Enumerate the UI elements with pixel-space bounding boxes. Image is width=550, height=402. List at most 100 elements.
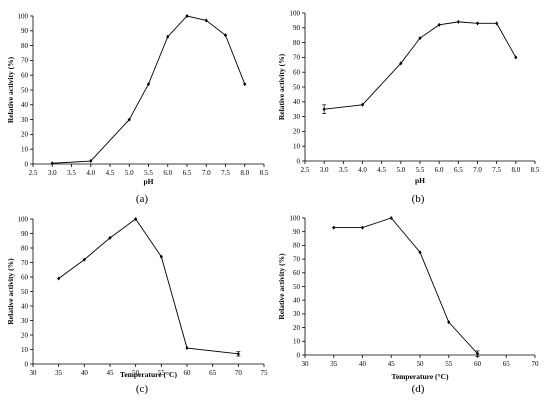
y-tick-label: 70 bbox=[21, 259, 29, 267]
y-tick-label: 40 bbox=[21, 101, 29, 109]
data-point-marker bbox=[159, 254, 163, 259]
y-tick-label: 20 bbox=[21, 331, 29, 339]
y-tick-label: 20 bbox=[293, 324, 301, 332]
data-point-marker bbox=[57, 276, 61, 281]
data-point-marker bbox=[127, 117, 131, 122]
y-tick-label: 80 bbox=[21, 244, 29, 252]
x-tick-label: 45 bbox=[107, 369, 115, 377]
chart-panel-1: 0 10 20 30 40 50 60 70 80 90 100 2.5 3.0 3.5 4.0 4.5 5.0… bbox=[6, 12, 269, 205]
data-point-marker bbox=[322, 107, 326, 112]
data-point-marker bbox=[418, 36, 422, 41]
x-tick-label: 8.0 bbox=[240, 169, 249, 177]
x-axis-title: pH bbox=[415, 176, 425, 185]
x-tick-label: 6.0 bbox=[435, 166, 444, 174]
x-tick-label: 6.5 bbox=[183, 169, 192, 177]
x-tick-label: 50 bbox=[417, 360, 425, 368]
y-tick-label: 10 bbox=[21, 146, 29, 154]
data-point-marker bbox=[447, 320, 451, 325]
y-tick-label: 90 bbox=[21, 230, 29, 238]
x-tick-label: 5.5 bbox=[144, 169, 153, 177]
y-tick-label: 60 bbox=[21, 72, 29, 80]
y-tick-label: 80 bbox=[293, 39, 301, 47]
y-tick-label: 60 bbox=[21, 273, 29, 281]
data-point-marker bbox=[50, 161, 54, 166]
x-tick-label: 7.0 bbox=[202, 169, 211, 177]
x-tick-label: 6.5 bbox=[454, 166, 463, 174]
x-tick-label: 5.5 bbox=[416, 166, 425, 174]
series-line bbox=[333, 217, 478, 354]
y-axis-title: Relative activity (%) bbox=[277, 253, 286, 320]
y-tick-label: 0 bbox=[25, 160, 29, 168]
x-tick-label: 7.5 bbox=[492, 166, 501, 174]
x-tick-label: 45 bbox=[388, 360, 396, 368]
y-tick-label: 80 bbox=[21, 42, 29, 50]
panel-label: (b) bbox=[412, 193, 425, 205]
x-tick-label: 65 bbox=[209, 369, 217, 377]
y-tick-label: 70 bbox=[293, 255, 301, 263]
x-axis-title: pH bbox=[143, 177, 153, 186]
y-tick-label: 60 bbox=[293, 269, 301, 277]
data-point-marker bbox=[514, 55, 518, 60]
x-tick-label: 6.0 bbox=[163, 169, 172, 177]
data-point-marker bbox=[360, 102, 365, 107]
y-tick-label: 60 bbox=[293, 69, 301, 77]
x-tick-label: 7.5 bbox=[221, 169, 230, 177]
y-tick-label: 100 bbox=[18, 215, 29, 223]
y-tick-label: 90 bbox=[293, 24, 301, 32]
series-line bbox=[58, 218, 239, 355]
y-axis-title: Relative activity (%) bbox=[277, 53, 286, 120]
data-point-marker bbox=[185, 14, 189, 18]
y-tick-label: 70 bbox=[21, 57, 29, 65]
series-line bbox=[324, 21, 517, 110]
y-tick-label: 10 bbox=[21, 346, 29, 354]
x-tick-label: 4.5 bbox=[106, 169, 115, 177]
data-point-marker bbox=[418, 250, 422, 255]
x-tick-label: 60 bbox=[184, 369, 192, 377]
x-tick-label: 3.0 bbox=[48, 169, 57, 177]
x-tick-label: 35 bbox=[330, 360, 338, 368]
data-point-marker bbox=[389, 216, 393, 220]
y-tick-label: 40 bbox=[293, 98, 301, 106]
x-tick-label: 35 bbox=[55, 369, 63, 377]
x-tick-label: 4.5 bbox=[377, 166, 386, 174]
y-tick-label: 30 bbox=[293, 310, 301, 318]
y-tick-label: 30 bbox=[21, 317, 29, 325]
x-tick-label: 4.0 bbox=[358, 166, 367, 174]
x-tick-label: 55 bbox=[158, 369, 166, 377]
x-tick-label: 65 bbox=[503, 360, 511, 368]
x-tick-label: 50 bbox=[132, 369, 140, 377]
x-tick-label: 8.5 bbox=[260, 169, 269, 177]
data-point-marker bbox=[495, 21, 499, 26]
data-point-marker bbox=[475, 351, 480, 356]
y-tick-label: 20 bbox=[21, 131, 29, 139]
y-tick-label: 90 bbox=[293, 228, 301, 236]
x-tick-label: 4.0 bbox=[86, 169, 95, 177]
x-tick-label: 70 bbox=[235, 369, 243, 377]
data-point-marker bbox=[204, 18, 208, 23]
panel-label: (a) bbox=[136, 193, 149, 205]
data-point-marker bbox=[89, 159, 93, 164]
y-tick-label: 50 bbox=[293, 83, 301, 91]
data-point-marker bbox=[456, 19, 460, 24]
y-tick-label: 30 bbox=[21, 116, 29, 124]
y-tick-label: 50 bbox=[21, 86, 29, 94]
data-point-marker bbox=[360, 225, 365, 230]
data-point-marker bbox=[437, 22, 441, 27]
y-tick-label: 0 bbox=[297, 157, 301, 165]
y-tick-label: 100 bbox=[290, 214, 301, 222]
x-tick-label: 2.5 bbox=[301, 166, 310, 174]
data-point-marker bbox=[146, 82, 151, 87]
x-axis-title: Temperature (°C) bbox=[120, 370, 177, 379]
chart-panel-3: 0 10 20 30 40 50 60 70 80 90 100 30 35 40 45 50 55 60 65 70… bbox=[6, 215, 268, 395]
y-tick-label: 70 bbox=[293, 54, 301, 62]
data-point-marker bbox=[166, 34, 170, 39]
data-point-marker bbox=[332, 225, 336, 230]
y-tick-label: 100 bbox=[18, 12, 29, 20]
data-point-marker bbox=[243, 82, 247, 87]
series-line bbox=[52, 15, 246, 164]
data-point-marker bbox=[185, 346, 189, 351]
panel-label: (d) bbox=[412, 383, 425, 395]
x-tick-label: 30 bbox=[30, 369, 38, 377]
x-tick-label: 5.0 bbox=[396, 166, 405, 174]
